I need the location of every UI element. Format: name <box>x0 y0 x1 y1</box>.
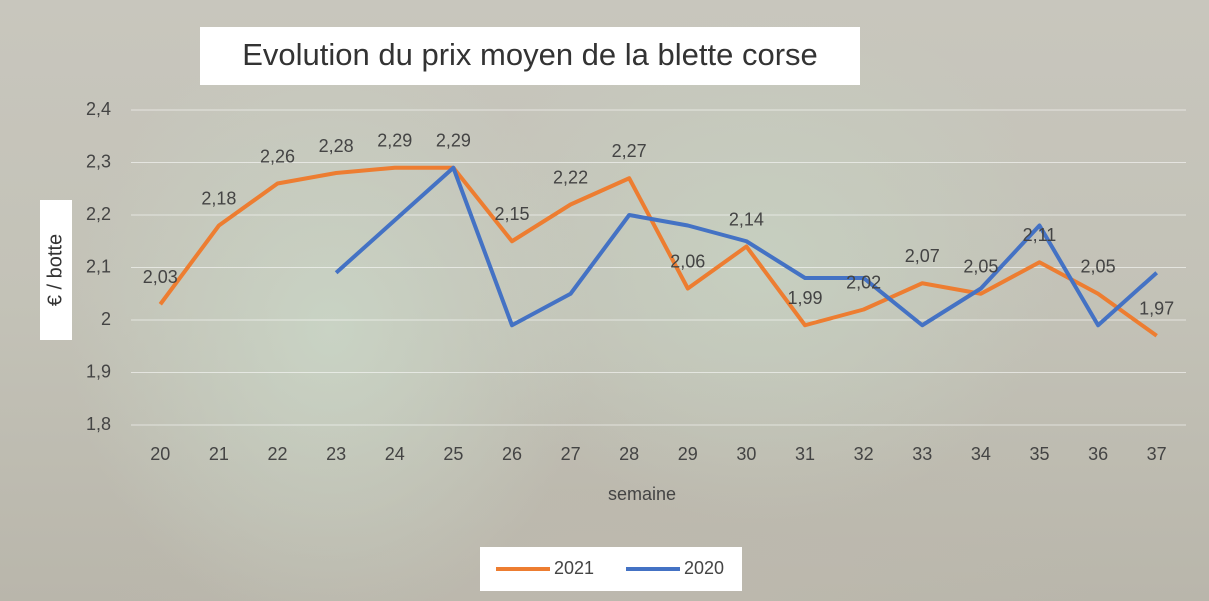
y-tick-label: 2,3 <box>86 151 111 171</box>
y-tick-label: 1,9 <box>86 361 111 381</box>
y-tick-label: 2,1 <box>86 256 111 276</box>
data-label: 2,26 <box>260 146 295 166</box>
data-label: 2,05 <box>963 257 998 277</box>
data-label: 2,29 <box>377 131 412 151</box>
legend-label: 2021 <box>554 558 594 578</box>
y-axis-title: € / botte <box>44 234 66 306</box>
x-tick-label: 31 <box>795 444 815 464</box>
legend-label: 2020 <box>684 558 724 578</box>
x-tick-label: 23 <box>326 444 346 464</box>
x-tick-label: 35 <box>1029 444 1049 464</box>
x-axis-title: semaine <box>608 484 676 504</box>
data-label: 2,06 <box>670 251 705 271</box>
data-label: 2,29 <box>436 131 471 151</box>
chart-title: Evolution du prix moyen de la blette cor… <box>242 37 818 72</box>
chart-background: Evolution du prix moyen de la blette cor… <box>0 0 1209 601</box>
data-label: 2,22 <box>553 167 588 187</box>
x-tick-label: 37 <box>1147 444 1167 464</box>
data-label: 2,27 <box>612 141 647 161</box>
x-tick-label: 21 <box>209 444 229 464</box>
chart: Evolution du prix moyen de la blette cor… <box>0 0 1209 601</box>
x-tick-label: 26 <box>502 444 522 464</box>
data-label: 2,11 <box>1023 225 1057 245</box>
data-label: 2,03 <box>143 267 178 287</box>
x-tick-label: 20 <box>150 444 170 464</box>
x-tick-label: 24 <box>385 444 405 464</box>
x-tick-label: 33 <box>912 444 932 464</box>
x-tick-label: 30 <box>736 444 756 464</box>
data-label: 1,99 <box>788 288 823 308</box>
x-tick-label: 32 <box>854 444 874 464</box>
data-label: 2,07 <box>905 246 940 266</box>
x-tick-label: 28 <box>619 444 639 464</box>
y-tick-label: 1,8 <box>86 414 111 434</box>
y-tick-label: 2 <box>101 309 111 329</box>
x-tick-label: 36 <box>1088 444 1108 464</box>
data-label: 2,15 <box>494 204 529 224</box>
line-series <box>160 168 1156 336</box>
y-tick-label: 2,2 <box>86 204 111 224</box>
data-label: 2,28 <box>319 136 354 156</box>
x-tick-label: 34 <box>971 444 991 464</box>
data-label: 2,18 <box>201 188 236 208</box>
x-tick-label: 27 <box>561 444 581 464</box>
y-tick-label: 2,4 <box>86 99 111 119</box>
data-label: 1,97 <box>1139 299 1174 319</box>
x-tick-label: 25 <box>443 444 463 464</box>
x-tick-label: 29 <box>678 444 698 464</box>
data-label: 2,14 <box>729 209 764 229</box>
data-label: 2,02 <box>846 272 881 292</box>
data-label: 2,05 <box>1081 257 1116 277</box>
x-tick-label: 22 <box>268 444 288 464</box>
